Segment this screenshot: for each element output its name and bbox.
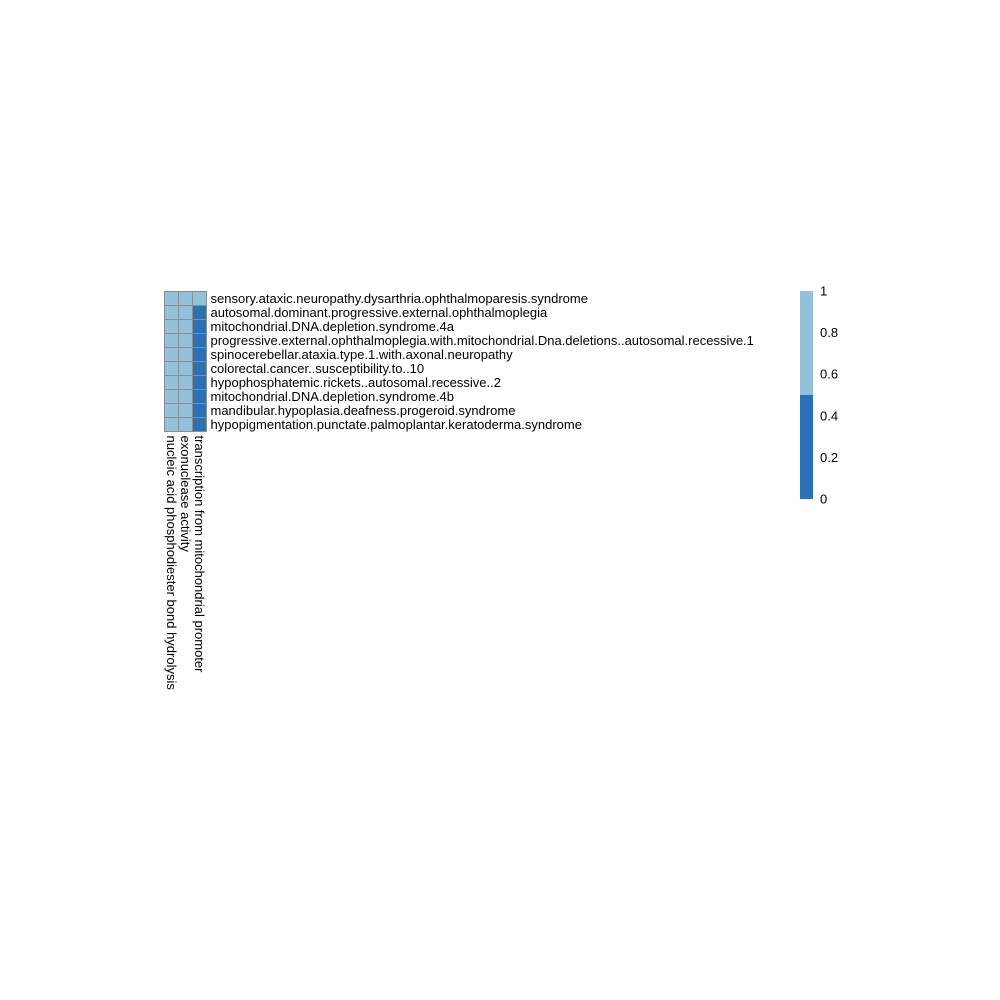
heatmap-cell (178, 417, 193, 432)
legend-tick-label: 0.4 (820, 408, 838, 423)
legend-swatch-high (800, 291, 813, 395)
heatmap-cell (164, 333, 179, 348)
heatmap-cell (164, 291, 179, 306)
heatmap-cell (164, 319, 179, 334)
heatmap-cell (164, 361, 179, 376)
column-labels: nucleic acid phosphodiester bond hydroly… (164, 436, 207, 691)
heatmap-cell (178, 375, 193, 390)
heatmap-cell (192, 291, 207, 306)
heatmap-cell (164, 389, 179, 404)
row-label: sensory.ataxic.neuropathy.dysarthria.oph… (211, 291, 588, 306)
heatmap-cells (164, 291, 207, 432)
heatmap-cell (178, 389, 193, 404)
column-label: exonuclease activity (178, 436, 193, 553)
heatmap-cell (192, 403, 207, 418)
column-label: transcription from mitochondrial promote… (192, 436, 207, 674)
heatmap-cell (192, 347, 207, 362)
heatmap-cell (178, 333, 193, 348)
row-label: mitochondrial.DNA.depletion.syndrome.4a (211, 319, 455, 334)
color-legend: 0 0.2 0.4 0.6 0.8 1 (800, 284, 838, 507)
legend-tick-label: 0.2 (820, 450, 838, 465)
row-label: hypopigmentation.punctate.palmoplantar.k… (211, 417, 582, 432)
heatmap-cell (178, 403, 193, 418)
legend-swatch-low (800, 395, 813, 499)
heatmap-cell (178, 319, 193, 334)
heatmap-cell (164, 417, 179, 432)
heatmap-cell (192, 333, 207, 348)
row-label: mitochondrial.DNA.depletion.syndrome.4b (211, 389, 455, 404)
legend-tick-label: 0.8 (820, 325, 838, 340)
heatmap-cell (192, 417, 207, 432)
heatmap-cell (164, 305, 179, 320)
row-label: spinocerebellar.ataxia.type.1.with.axona… (211, 347, 514, 362)
heatmap-cell (192, 361, 207, 376)
heatmap-cell (192, 319, 207, 334)
heatmap-cell (178, 291, 193, 306)
legend-tick-label: 1 (820, 284, 827, 299)
column-label: nucleic acid phosphodiester bond hydroly… (164, 436, 179, 691)
heatmap-cell (192, 389, 207, 404)
legend-tick-label: 0.6 (820, 367, 838, 382)
heatmap-cell (192, 375, 207, 390)
heatmap-cell (178, 305, 193, 320)
row-label: colorectal.cancer..susceptibility.to..10 (211, 361, 425, 376)
row-labels: sensory.ataxic.neuropathy.dysarthria.oph… (211, 291, 754, 432)
legend-tick-label: 0 (820, 492, 827, 507)
row-label: mandibular.hypoplasia.deafness.progeroid… (211, 403, 516, 418)
row-label: hypophosphatemic.rickets..autosomal.rece… (211, 375, 501, 390)
row-label: autosomal.dominant.progressive.external.… (211, 305, 549, 320)
heatmap-cell (164, 403, 179, 418)
heatmap-cell (164, 347, 179, 362)
heatmap-cell (178, 347, 193, 362)
heatmap-cell (164, 375, 179, 390)
row-label: progressive.external.ophthalmoplegia.wit… (211, 333, 754, 348)
heatmap-cell (192, 305, 207, 320)
heatmap-cell (178, 361, 193, 376)
